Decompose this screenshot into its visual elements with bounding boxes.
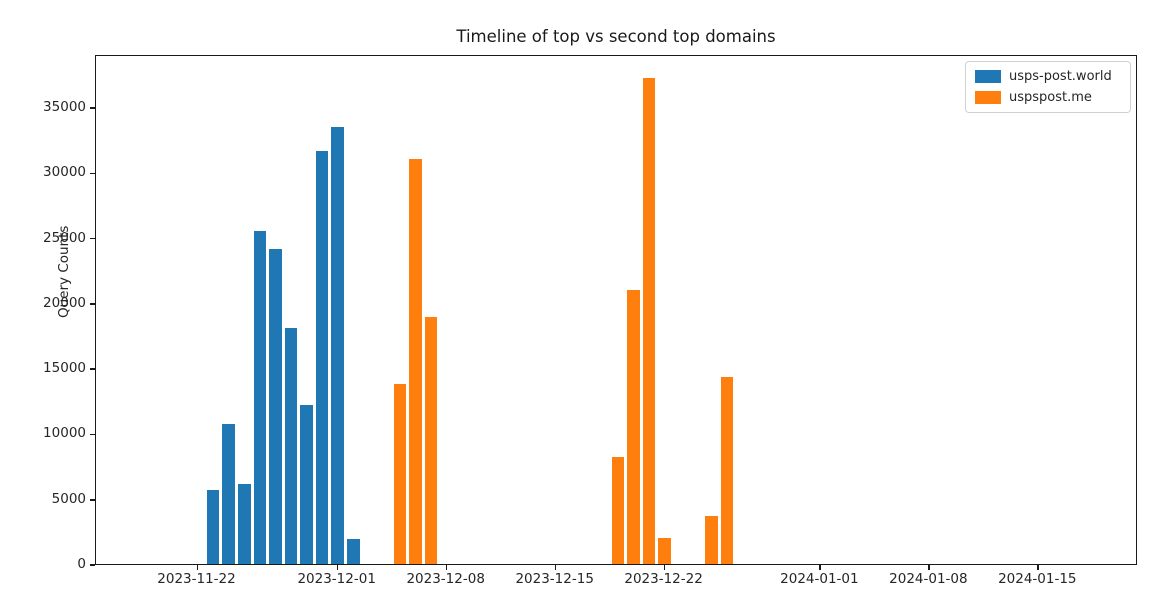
- bar-uspspost.me: [393, 383, 407, 564]
- y-tick-label: 15000: [43, 360, 86, 377]
- bar-usps-post.world: [300, 404, 313, 564]
- y-tick-mark: [90, 368, 95, 370]
- plot-area: [95, 55, 1137, 565]
- y-tick-mark: [90, 237, 95, 240]
- legend-label: uspspost.me: [1009, 90, 1092, 105]
- bar-usps-post.world: [347, 539, 360, 564]
- x-tick-label: 2023-11-22: [157, 571, 236, 587]
- bar-usps-post.world: [238, 484, 251, 564]
- bar-uspspost.me: [611, 456, 625, 564]
- legend-item-usps-post-world: usps-post.world: [975, 69, 1120, 84]
- bar-uspspost.me: [658, 537, 671, 564]
- y-tick-label: 35000: [43, 99, 86, 115]
- x-tick-mark: [196, 565, 198, 570]
- legend-item-uspspost-me: uspspost.me: [975, 90, 1120, 105]
- y-tick-mark: [90, 499, 95, 501]
- legend-label: usps-post.world: [1009, 69, 1112, 84]
- x-tick-mark: [336, 565, 339, 570]
- bar-usps-post.world: [222, 424, 235, 564]
- x-tick-mark: [1037, 565, 1039, 570]
- x-tick-mark: [819, 565, 821, 570]
- y-tick-label: 5000: [51, 490, 86, 507]
- bar-usps-post.world: [206, 489, 220, 564]
- bar-usps-post.world: [269, 249, 282, 564]
- bar-uspspost.me: [720, 377, 734, 564]
- x-tick-label: 2024-01-08: [889, 571, 968, 587]
- x-tick-label: 2023-12-01: [297, 571, 376, 587]
- x-tick-mark: [928, 565, 930, 570]
- x-tick-mark: [554, 565, 557, 570]
- bar-usps-post.world: [315, 151, 329, 564]
- legend-swatch-icon: [975, 91, 1001, 104]
- y-tick-label: 0: [77, 556, 86, 572]
- x-tick-mark: [445, 565, 448, 570]
- x-tick-label: 2024-01-01: [780, 571, 859, 587]
- y-tick-label: 20000: [43, 294, 86, 311]
- legend-swatch-icon: [975, 70, 1001, 83]
- bar-usps-post.world: [284, 327, 298, 564]
- y-tick-label: 30000: [43, 164, 86, 181]
- bar-usps-post.world: [253, 231, 267, 564]
- bar-uspspost.me: [642, 78, 656, 564]
- y-tick-mark: [90, 303, 95, 305]
- bar-uspspost.me: [627, 289, 640, 564]
- bar-uspspost.me: [424, 317, 438, 564]
- bar-uspspost.me: [705, 515, 718, 564]
- x-tick-label: 2024-01-15: [998, 571, 1077, 587]
- y-tick-mark: [90, 433, 95, 436]
- bar-uspspost.me: [409, 159, 422, 564]
- y-tick-label: 25000: [43, 229, 86, 246]
- y-tick-mark: [90, 564, 95, 566]
- x-tick-mark: [663, 565, 666, 570]
- y-tick-mark: [90, 107, 95, 109]
- legend: usps-post.world uspspost.me: [965, 61, 1131, 113]
- x-tick-label: 2023-12-15: [515, 571, 594, 587]
- chart-title: Timeline of top vs second top domains: [456, 27, 776, 46]
- x-tick-label: 2023-12-22: [624, 571, 703, 587]
- y-tick-mark: [90, 172, 95, 174]
- bar-usps-post.world: [331, 126, 344, 564]
- y-tick-label: 10000: [43, 425, 86, 442]
- x-tick-label: 2023-12-08: [406, 571, 485, 587]
